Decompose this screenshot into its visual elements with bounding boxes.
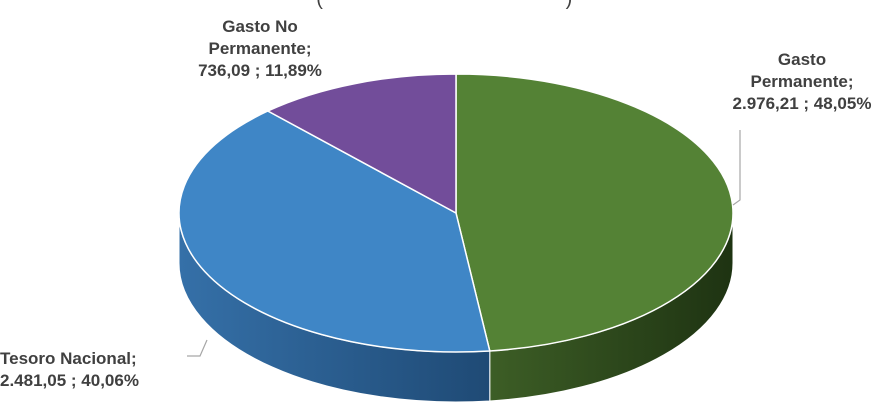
leader-line-tesoro-nacional <box>187 339 208 357</box>
leader-line-gasto-permanente <box>732 130 741 206</box>
pie-slice-tesoro-nacional <box>178 110 491 353</box>
data-label-tesoro-nacional: Tesoro Nacional; 2.481,05 ; 40,06% <box>0 349 139 390</box>
data-label-gasto-permanente: Gasto Permanente; 2.976,21 ; 48,05% <box>732 50 872 113</box>
pie-slice-gasto-permanente <box>455 73 734 352</box>
chart-title-fragment: ( ) <box>0 0 889 11</box>
pie-slice-gasto-no-permanente <box>267 73 457 214</box>
data-label-gasto-no-permanente: Gasto No Permanente; 736,09 ; 11,89% <box>198 17 322 80</box>
